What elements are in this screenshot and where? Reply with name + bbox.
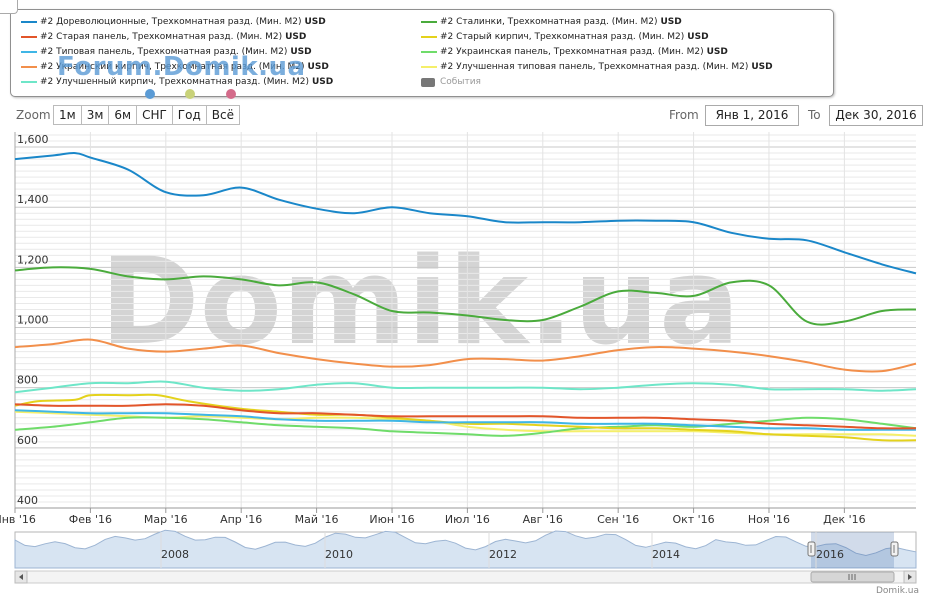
series-line (14, 409, 916, 431)
scrollbar-track[interactable] (14, 570, 917, 584)
legend-item-label: #2 Дореволюционные, Трехкомнатная разд. … (40, 17, 302, 27)
navigator-year-label: 2010 (325, 548, 353, 561)
x-tick-label: Дек '16 (823, 513, 866, 526)
x-tick-label: Мар '16 (144, 513, 188, 526)
legend-item[interactable]: #2 Типовая панель, Трехкомнатная разд. (… (21, 45, 312, 59)
x-tick-label: Авг '16 (523, 513, 563, 526)
watermark-dot-pink (226, 89, 236, 99)
legend-item-unit: USD (751, 62, 773, 72)
legend-item-label: #2 Украинская панель, Трехкомнатная разд… (440, 47, 704, 57)
y-tick-label: 400 (17, 494, 38, 507)
y-tick-label: 1,600 (17, 133, 49, 146)
legend-item-unit: USD (660, 17, 682, 27)
watermark-dot-olive (185, 89, 195, 99)
legend-item[interactable]: #2 Сталинки, Трехкомнатная разд. (Мин. М… (421, 15, 682, 29)
series-line (14, 403, 917, 430)
zoom-3m-button[interactable]: 3м (80, 105, 109, 125)
series-line (14, 416, 917, 437)
legend-line-icon (21, 36, 37, 38)
series-line (14, 380, 917, 394)
legend-item-label: #2 Украинский кирпич, Трехкомнатная разд… (40, 62, 305, 72)
from-label: From (669, 108, 699, 122)
arrow-left-icon (19, 574, 23, 580)
legend-item-label: #2 Улучшенная типовая панель, Трехкомнат… (440, 62, 749, 72)
legend-line-icon (21, 21, 37, 23)
series-line (14, 266, 917, 326)
legend-item-unit: USD (307, 62, 329, 72)
to-label: To (808, 108, 821, 122)
zoom-label: Zoom (16, 108, 51, 122)
legend-item-unit: USD (706, 47, 728, 57)
legend-toggle-button[interactable] (0, 0, 18, 14)
legend-line-icon (421, 21, 437, 23)
footer-credit: Domik.ua (876, 586, 919, 596)
legend-events-label: События (440, 77, 481, 87)
x-tick-label: Сен '16 (597, 513, 639, 526)
zoom-buttons: 1м 3м 6м СНГ Год Всё (53, 105, 240, 125)
legend-item-events[interactable]: События (421, 75, 481, 89)
arrow-right-icon (908, 574, 912, 580)
legend-item-label: #2 Сталинки, Трехкомнатная разд. (Мин. М… (440, 17, 658, 27)
navigator-selection[interactable] (811, 532, 894, 568)
legend-item-label: #2 Типовая панель, Трехкомнатная разд. (… (40, 47, 288, 57)
legend-line-icon (21, 51, 37, 53)
legend-item[interactable]: #2 Старая панель, Трехкомнатная разд. (М… (21, 30, 306, 44)
zoom-all-button[interactable]: Всё (205, 105, 240, 125)
y-tick-label: 800 (17, 374, 38, 387)
navigator-year-label: 2008 (161, 548, 189, 561)
zoom-6m-button[interactable]: 6м (108, 105, 137, 125)
legend-item-label: #2 Старая панель, Трехкомнатная разд. (М… (40, 32, 283, 42)
navigator-year-label: 2016 (816, 548, 844, 561)
legend-item-unit: USD (687, 32, 709, 42)
legend-item[interactable]: #2 Улучшенная типовая панель, Трехкомнат… (421, 60, 773, 74)
legend-item[interactable]: #2 Украинская панель, Трехкомнатная разд… (421, 45, 728, 59)
x-tick-label: Ноя '16 (748, 513, 790, 526)
navigator-series-area (14, 529, 917, 569)
x-tick-label: Фев '16 (69, 513, 112, 526)
legend-line-icon (421, 66, 437, 68)
y-tick-label: 1,400 (17, 193, 49, 206)
legend-item-unit: USD (304, 17, 326, 27)
y-tick-label: 1,000 (17, 314, 49, 327)
x-tick-label: Окт '16 (672, 513, 714, 526)
zoom-1m-button[interactable]: 1м (53, 105, 81, 125)
events-box-icon (421, 77, 435, 87)
legend-item-unit: USD (285, 32, 307, 42)
x-tick-label: Апр '16 (220, 513, 262, 526)
navigator-year-label: 2014 (652, 548, 680, 561)
legend-item[interactable]: #2 Старый кирпич, Трехкомнатная разд. (М… (421, 30, 709, 44)
x-tick-label: Июн '16 (369, 513, 414, 526)
legend-item-label: #2 Старый кирпич, Трехкомнатная разд. (М… (440, 32, 685, 42)
watermark-dot-blue (145, 89, 155, 99)
series-line (14, 152, 917, 275)
y-tick-label: 600 (17, 434, 38, 447)
y-tick-label: 1,200 (17, 253, 49, 266)
x-tick-label: Янв '16 (0, 513, 36, 526)
legend-item-unit: USD (290, 47, 312, 57)
legend-line-icon (21, 66, 37, 68)
zoom-year-button[interactable]: Год (171, 105, 206, 125)
legend-item[interactable]: #2 Улучшенный кирпич, Трехкомнатная разд… (21, 75, 333, 89)
chart-area: Domik.ua Янв '16 Фев '16 Мар '16 Апр '16 Май … (0, 128, 931, 604)
from-date-input[interactable]: Янв 1, 2016 (705, 105, 799, 126)
zoom-ytd-button[interactable]: СНГ (136, 105, 172, 125)
legend-item-label: #2 Улучшенный кирпич, Трехкомнатная разд… (40, 77, 309, 87)
legend-line-icon (421, 36, 437, 38)
x-tick-label: Май '16 (295, 513, 339, 526)
series-line (14, 338, 917, 373)
x-tick-label: Июл '16 (445, 513, 490, 526)
legend-item[interactable]: #2 Дореволюционные, Трехкомнатная разд. … (21, 15, 326, 29)
legend-item-unit: USD (311, 77, 334, 87)
forum-watermark: Forum.Domik.ua (57, 52, 306, 82)
to-date-input[interactable]: Дек 30, 2016 (829, 105, 923, 126)
legend: #2 Дореволюционные, Трехкомнатная разд. … (10, 9, 834, 97)
legend-line-icon (21, 81, 37, 83)
legend-line-icon (421, 51, 437, 53)
navigator-year-label: 2012 (489, 548, 517, 561)
legend-item[interactable]: #2 Украинский кирпич, Трехкомнатная разд… (21, 60, 329, 74)
